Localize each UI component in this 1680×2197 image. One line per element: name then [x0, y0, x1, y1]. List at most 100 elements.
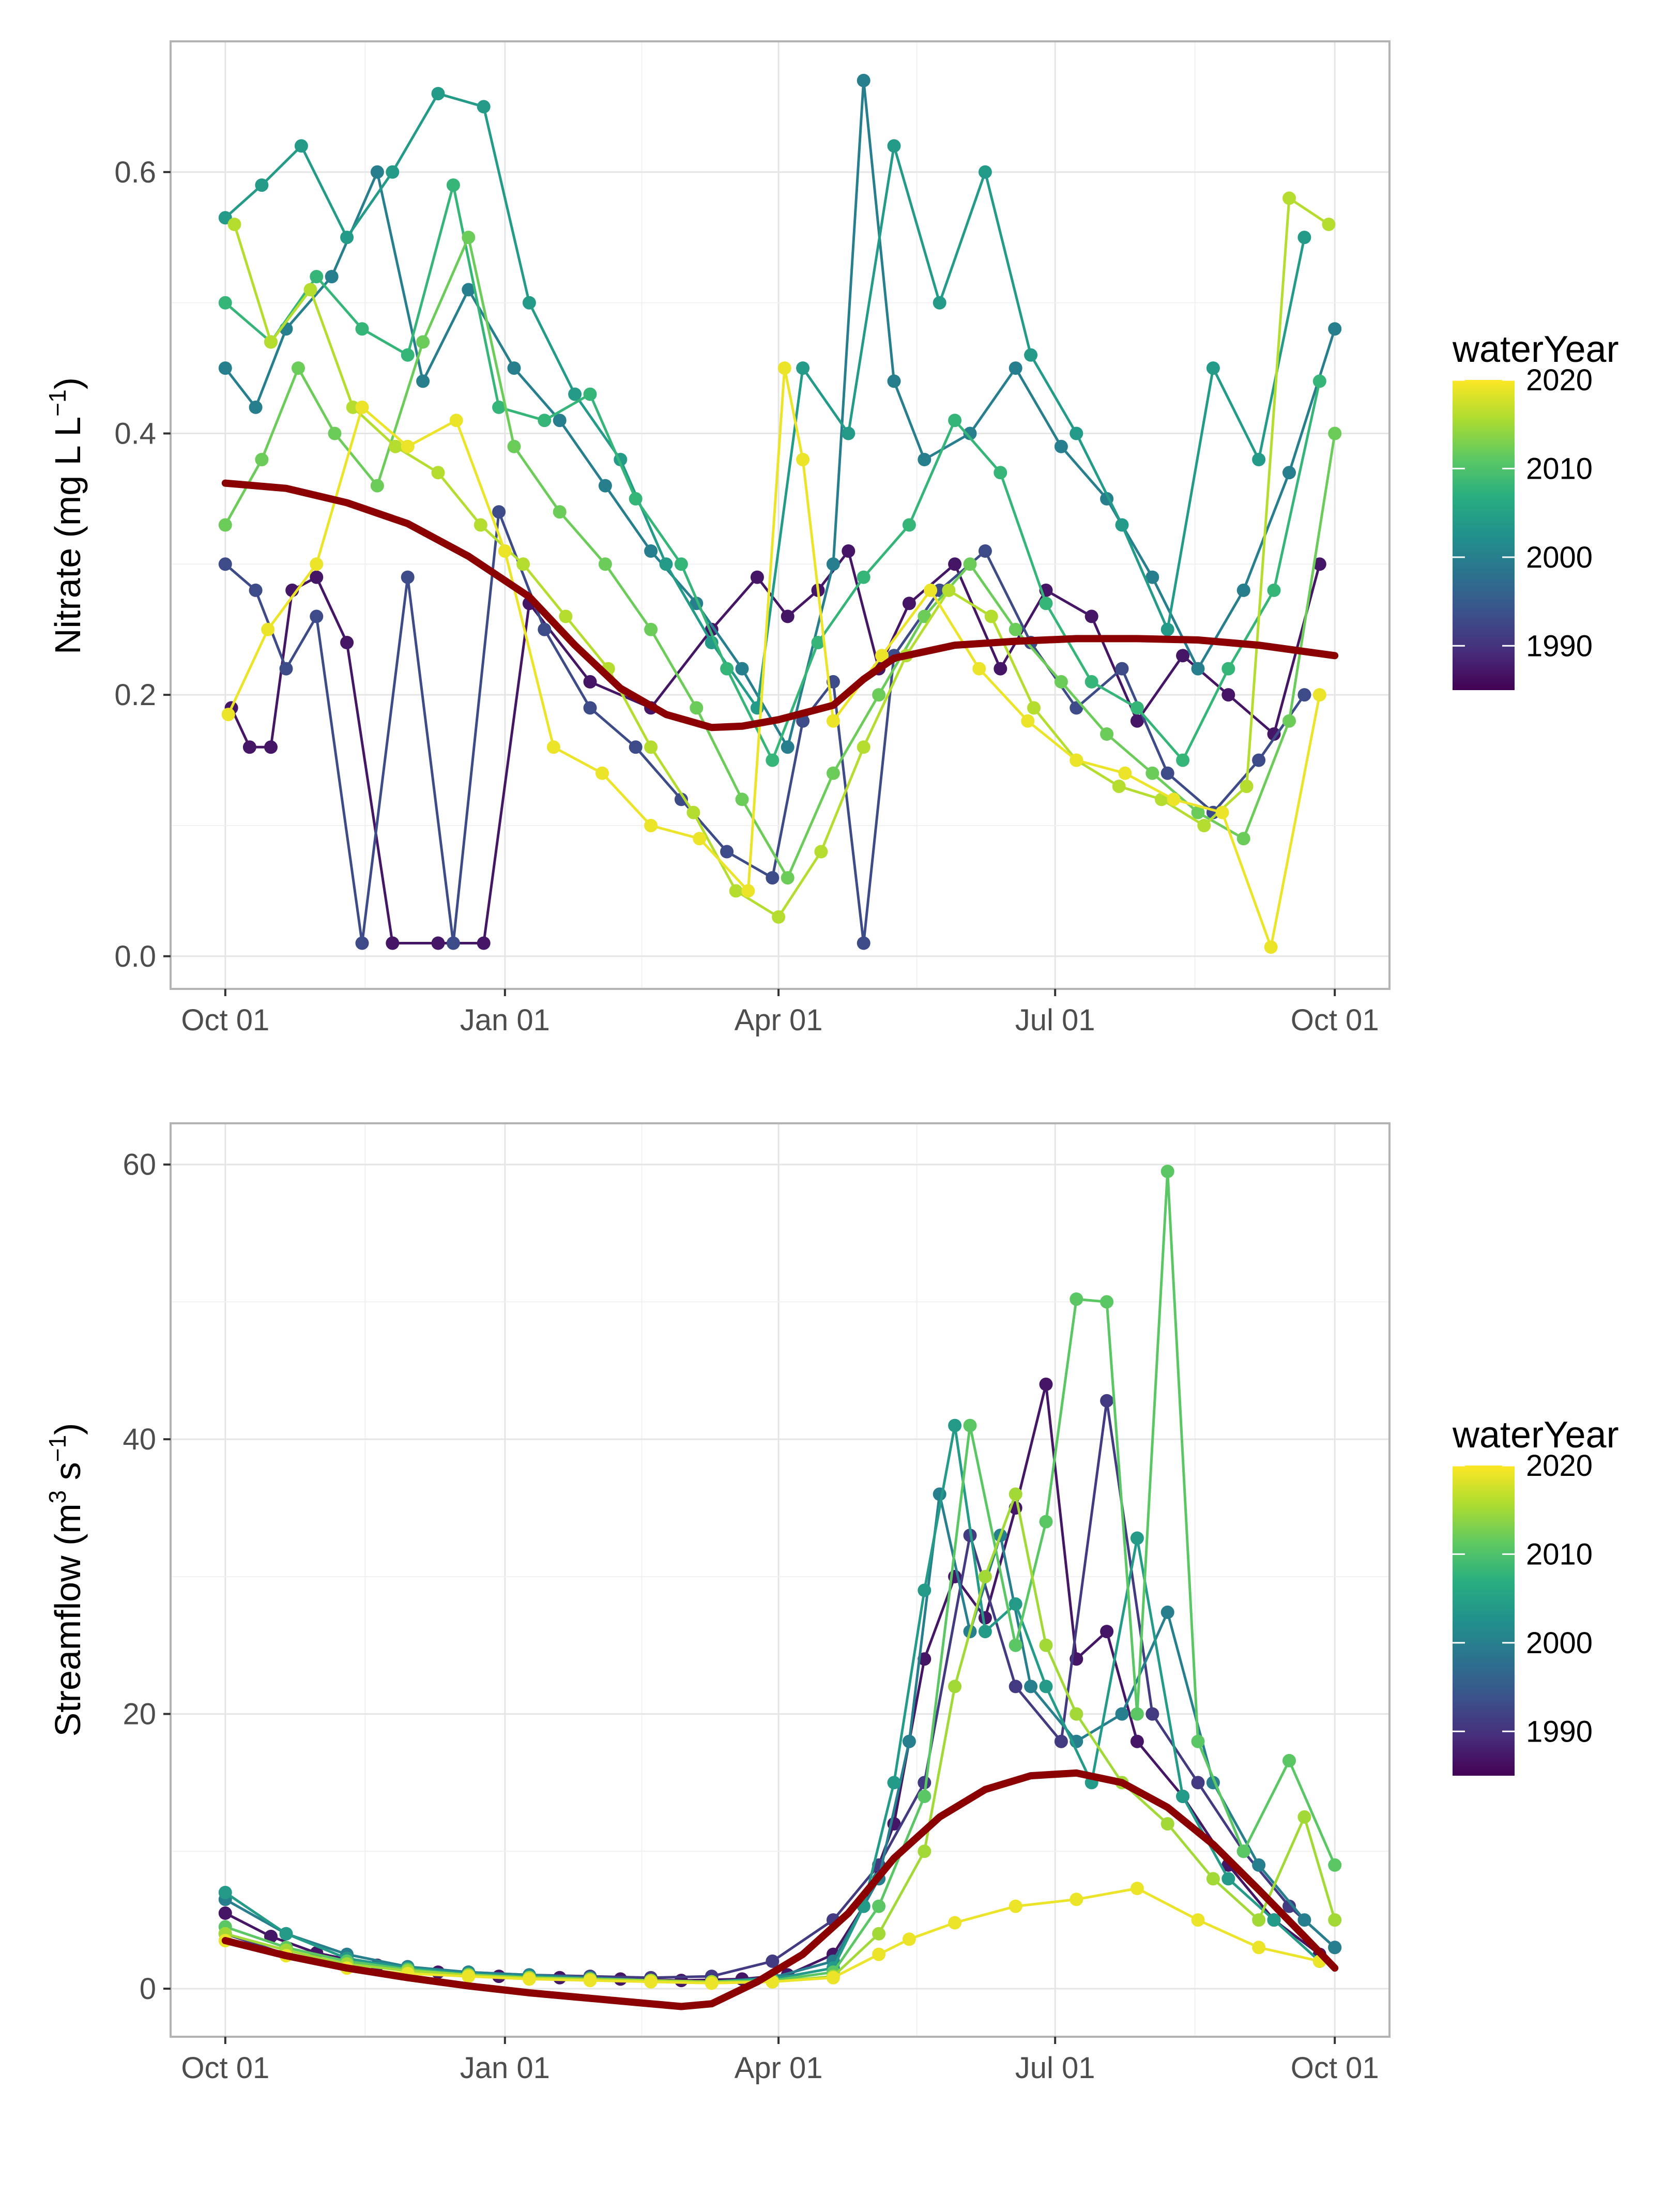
streamflow-series-point: [918, 1583, 931, 1597]
nitrate-series-point: [1264, 940, 1278, 954]
nitrate-series-point: [1146, 570, 1159, 584]
streamflow-series-point: [1130, 1707, 1144, 1721]
streamflow-series-point: [1160, 1605, 1174, 1619]
nitrate-trend-line: [221, 479, 1339, 731]
streamflow-series-point: [978, 1569, 992, 1583]
streamflow-series-point: [978, 1611, 992, 1625]
nitrate-series-point: [1312, 688, 1326, 702]
nitrate-series-point: [477, 936, 491, 950]
nitrate-series-point: [595, 766, 609, 780]
nitrate-series-point: [1221, 688, 1235, 702]
nitrate-series-point: [741, 884, 755, 898]
nitrate-series-point: [1328, 322, 1342, 336]
nitrate-x-tick-label: Oct 01: [181, 1003, 269, 1037]
nitrate-series-point: [538, 414, 552, 428]
streamflow-series-point: [522, 1972, 536, 1986]
streamflow-ylabel-sup2: −1: [44, 1435, 71, 1462]
streamflow-x-tick-label: Apr 01: [735, 2051, 823, 2085]
nitrate-series-point: [1115, 518, 1129, 532]
streamflow-y-tick-label: 20: [123, 1698, 156, 1731]
nitrate-series-point: [431, 87, 445, 101]
streamflow-series-point: [1297, 1810, 1311, 1824]
streamflow-series-point: [1160, 1817, 1174, 1831]
streamflow-x-tick-label: Oct 01: [1291, 2051, 1379, 2085]
nitrate-series-point: [310, 609, 324, 623]
nitrate-series-point: [1146, 766, 1159, 780]
nitrate-series-point: [264, 740, 278, 754]
nitrate-series-point: [449, 414, 463, 428]
nitrate-series-point: [294, 139, 308, 153]
nitrate-series-point: [1176, 753, 1190, 767]
nitrate-series-point: [227, 218, 241, 231]
nitrate-series-point: [984, 609, 998, 623]
streamflow-series-point: [1160, 1165, 1174, 1178]
streamflow-series-point: [1009, 1597, 1022, 1611]
streamflow-series-point: [1070, 1893, 1083, 1906]
nitrate-series-point: [242, 740, 256, 754]
nitrate-series-point: [826, 766, 840, 780]
nitrate-series-point: [303, 283, 317, 297]
streamflow-series-point: [218, 1906, 232, 1920]
nitrate-series-point: [781, 609, 795, 623]
nitrate-series-point: [1252, 753, 1266, 767]
nitrate-series-point: [629, 492, 643, 506]
nitrate-series-point: [1039, 597, 1053, 611]
nitrate-series-point: [401, 570, 415, 584]
nitrate-series-point: [1236, 832, 1250, 846]
streamflow-series-point: [1191, 1913, 1205, 1927]
nitrate-series-point: [446, 178, 460, 192]
streamflow-series-point: [1070, 1707, 1083, 1721]
nitrate-series-point: [644, 622, 658, 636]
nitrate-y-axis-title: Nitrate (mg L L−1): [44, 377, 88, 654]
nitrate-series-point: [918, 609, 931, 623]
nitrate-series-point: [492, 400, 506, 414]
nitrate-x-ticks: Oct 01 Jan 01 Apr 01 Jul 01 Oct 01: [181, 989, 1379, 1037]
nitrate-colorbar-label: 2010: [1526, 452, 1593, 485]
nitrate-series-point: [261, 622, 275, 636]
nitrate-series-point: [924, 583, 938, 597]
nitrate-series-point: [598, 557, 612, 571]
streamflow-series-point: [1039, 1377, 1053, 1391]
streamflow-y-tick-label: 0: [140, 1972, 156, 2006]
nitrate-series-point: [978, 544, 992, 558]
nitrate-y-tick-label: 0.0: [114, 940, 156, 973]
streamflow-series-point: [1130, 1531, 1144, 1545]
nitrate-series-point: [948, 557, 962, 571]
nitrate-series-point: [842, 544, 856, 558]
nitrate-series-point: [857, 936, 870, 950]
streamflow-series-point: [918, 1790, 931, 1803]
streamflow-series-point: [1297, 1913, 1311, 1927]
nitrate-series-point: [310, 570, 324, 584]
nitrate-series-point: [1191, 662, 1205, 676]
nitrate-series-point: [1267, 583, 1281, 597]
streamflow-series-point: [826, 1971, 840, 1985]
nitrate-series-point: [1085, 609, 1098, 623]
streamflow-series-point: [963, 1418, 977, 1432]
nitrate-series-point: [1027, 701, 1041, 715]
streamflow-gridlines: [171, 1123, 1389, 2037]
streamflow-colorbar: [1453, 1466, 1515, 1776]
streamflow-series-line: [225, 1489, 1336, 1984]
nitrate-series-point: [902, 518, 916, 532]
streamflow-trend: [221, 1769, 1339, 2010]
nitrate-series-point: [1054, 675, 1068, 689]
streamflow-series-point: [1070, 1292, 1083, 1306]
streamflow-series-point: [1282, 1899, 1296, 1913]
nitrate-series-point: [872, 688, 886, 702]
nitrate-series-point: [292, 361, 305, 375]
nitrate-series-point: [629, 740, 643, 754]
nitrate-series-point: [1328, 426, 1342, 440]
streamflow-series-point: [948, 1680, 962, 1693]
nitrate-series-point: [1312, 557, 1326, 571]
nitrate-series-point: [1085, 675, 1098, 689]
nitrate-series-point: [1112, 780, 1126, 794]
nitrate-series-point: [1130, 714, 1144, 728]
nitrate-y-tick-label: 0.2: [114, 678, 156, 712]
nitrate-panel-border: [170, 40, 1391, 990]
nitrate-series-point: [1282, 466, 1296, 480]
nitrate-series-point: [766, 871, 780, 885]
nitrate-series-point: [218, 361, 232, 375]
nitrate-series-point: [1206, 361, 1220, 375]
streamflow-ylabel-sup: 3: [44, 1490, 71, 1504]
streamflow-series-point: [1130, 1734, 1144, 1748]
